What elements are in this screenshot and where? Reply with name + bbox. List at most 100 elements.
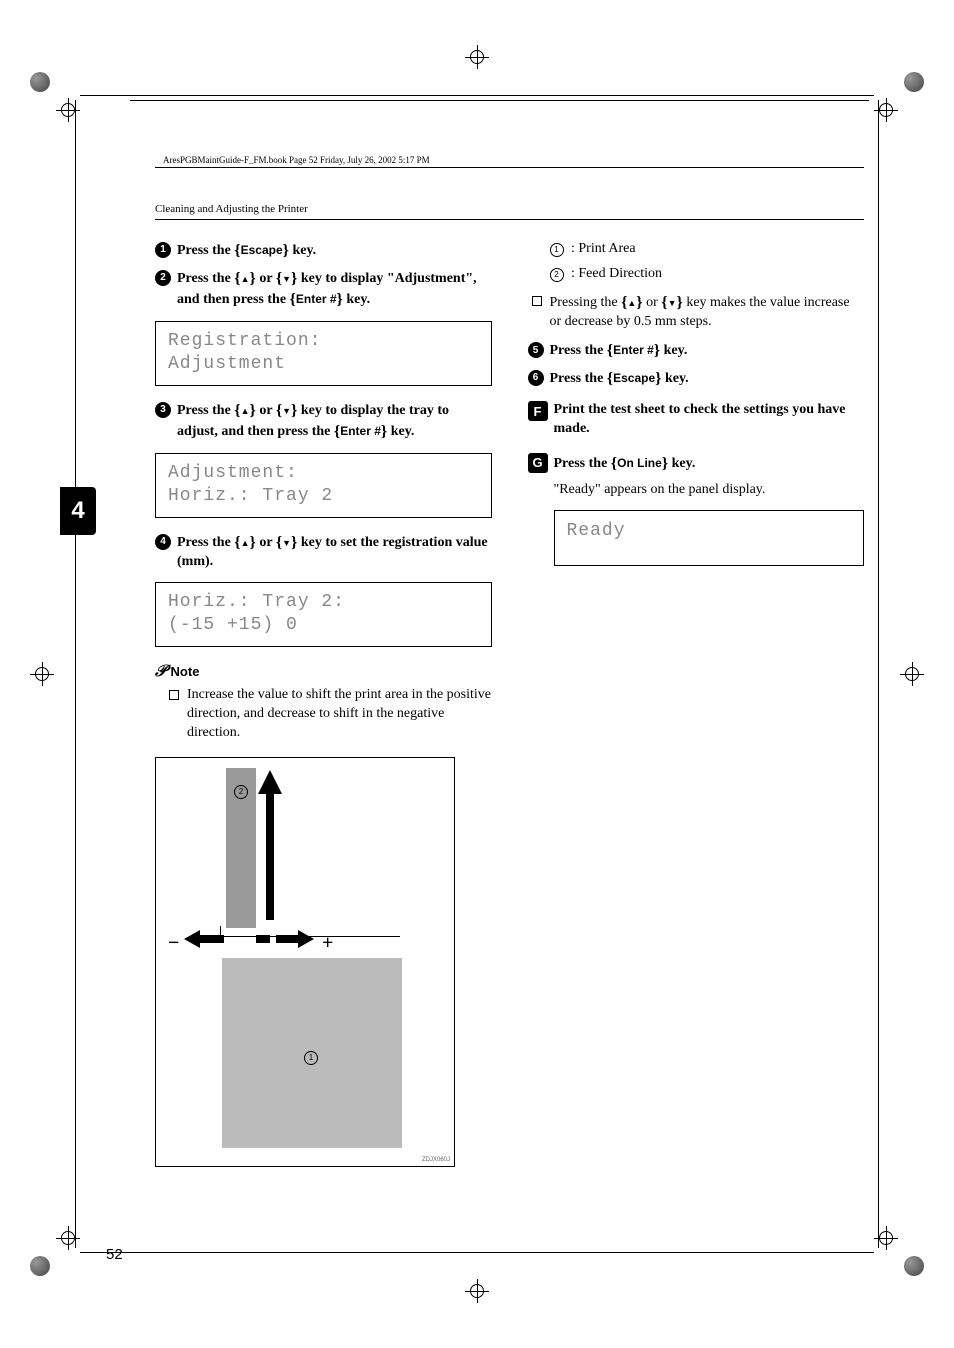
big-step-g: G [528,453,548,473]
bullet-icon [169,690,179,700]
step-num-3: 3 [155,402,171,418]
t: key. [668,456,695,471]
legend-num-1: 1 [550,243,564,257]
key-escape: Escape [241,243,283,257]
frame-bottom [80,1252,874,1253]
lcd-line: (-15 +15) 0 [168,614,479,637]
key-escape: Escape [613,371,655,385]
chapter-tab: 4 [60,487,96,535]
lcd-line: Registration: [168,330,479,353]
t: Press the [554,456,611,471]
lcd-line: Adjustment: [168,462,479,485]
key-enter: Enter # [340,424,381,438]
lcd-line: Ready [567,519,852,543]
crop-mark-bottom [465,1279,489,1303]
doc-header: AresPGBMaintGuide-F_FM.book Page 52 Frid… [155,155,864,168]
t: or [643,295,662,310]
step-5: 5 Press the {Enter #} key. [528,340,865,362]
step-2: 2 Press the {} or {} key to display "Adj… [155,268,492,311]
t: key. [289,243,316,258]
page: 4 AresPGBMaintGuide-F_FM.book Page 52 Fr… [0,0,954,1348]
diagram-caption: ZDJX060J [422,1156,450,1164]
step-1-text: Press the {Escape} key. [177,240,492,262]
t: Press the [550,343,607,358]
step-g-text: Press the {On Line} key. [554,453,865,475]
up-arrow-icon [241,271,250,286]
step-4-text: Press the {} or {} key to set the regist… [177,532,492,572]
columns: 1 Press the {Escape} key. 2 Press the {}… [155,240,864,1167]
legend-1: 1 : Print Area [550,240,865,259]
diagram-label-2: 2 [234,782,252,801]
bullet-icon [532,296,542,306]
ready-text: "Ready" appears on the panel display. [554,481,865,500]
lcd-display-3: Horiz.: Tray 2: (-15 +15) 0 [155,582,492,647]
left-column: 1 Press the {Escape} key. 2 Press the {}… [155,240,492,1167]
note-icon: 𝒫 [155,661,167,683]
up-arrow-icon [241,403,250,418]
step-num-6: 6 [528,370,544,386]
t: or [256,271,276,286]
step-num-4: 4 [155,534,171,550]
t: Press the [177,535,234,550]
crop-mark-left [30,662,54,686]
up-arrow-icon [241,535,250,550]
legend: 1 : Print Area 2 : Feed Direction [550,240,865,284]
t: Press the [177,243,234,258]
lcd-line: Horiz.: Tray 2 [168,485,479,508]
frame-left [75,100,76,1248]
t: or [256,535,276,550]
step-6: 6 Press the {Escape} key. [528,368,865,390]
crop-mark-br [874,1226,924,1276]
note-bullet: Increase the value to shift the print ar… [169,686,492,743]
big-step-f: F [528,401,548,421]
crop-mark-tl [30,72,80,122]
registration-diagram: 2 − + 1 ZDJX060J [155,757,455,1167]
step-f: F Print the test sheet to check the sett… [528,401,865,439]
note-text: Increase the value to shift the print ar… [187,686,492,743]
crop-mark-top [465,45,489,69]
t: key. [660,343,687,358]
t: Press the [550,371,607,386]
lcd-line: Adjustment [168,353,479,376]
lcd-display-2: Adjustment: Horiz.: Tray 2 [155,453,492,518]
t: key. [387,424,414,439]
crop-mark-bl [30,1226,80,1276]
right-column: 1 : Print Area 2 : Feed Direction Pressi… [528,240,865,1167]
lcd-line: Horiz.: Tray 2: [168,591,479,614]
frame-top [80,95,874,96]
step-1: 1 Press the {Escape} key. [155,240,492,262]
lcd-display-1: Registration: Adjustment [155,321,492,386]
step-num-1: 1 [155,242,171,258]
step-3: 3 Press the {} or {} key to display the … [155,400,492,443]
t: key. [343,292,370,307]
content-area: AresPGBMaintGuide-F_FM.book Page 52 Frid… [155,155,864,1228]
step-num-2: 2 [155,270,171,286]
legend-text-1: : Print Area [571,241,636,256]
legend-text-2: : Feed Direction [571,266,662,281]
crop-mark-tr [874,72,924,122]
t: key. [661,371,688,386]
key-enter: Enter # [296,292,337,306]
frame-right [878,100,879,1248]
step-g: G Press the {On Line} key. [528,453,865,475]
t: Press the [177,403,234,418]
crop-mark-right [900,662,924,686]
section-title: Cleaning and Adjusting the Printer [155,178,864,220]
down-arrow-icon [282,403,291,418]
page-number: 52 [106,1246,123,1263]
step-num-5: 5 [528,342,544,358]
arrow-up-icon [258,770,282,920]
key-enter: Enter # [613,343,654,357]
bullet-text: Pressing the {} or {} key makes the valu… [550,292,865,332]
key-online: On Line [617,456,662,470]
step-2-text: Press the {} or {} key to display "Adjus… [177,268,492,311]
plus-label: + [322,930,333,957]
t: or [256,403,276,418]
step-4: 4 Press the {} or {} key to set the regi… [155,532,492,572]
minus-label: − [168,930,179,957]
down-arrow-icon [668,295,677,310]
step-f-text: Print the test sheet to check the settin… [554,401,865,439]
up-arrow-icon [627,295,636,310]
header-rule-top [130,100,869,101]
step-5-text: Press the {Enter #} key. [550,340,865,362]
